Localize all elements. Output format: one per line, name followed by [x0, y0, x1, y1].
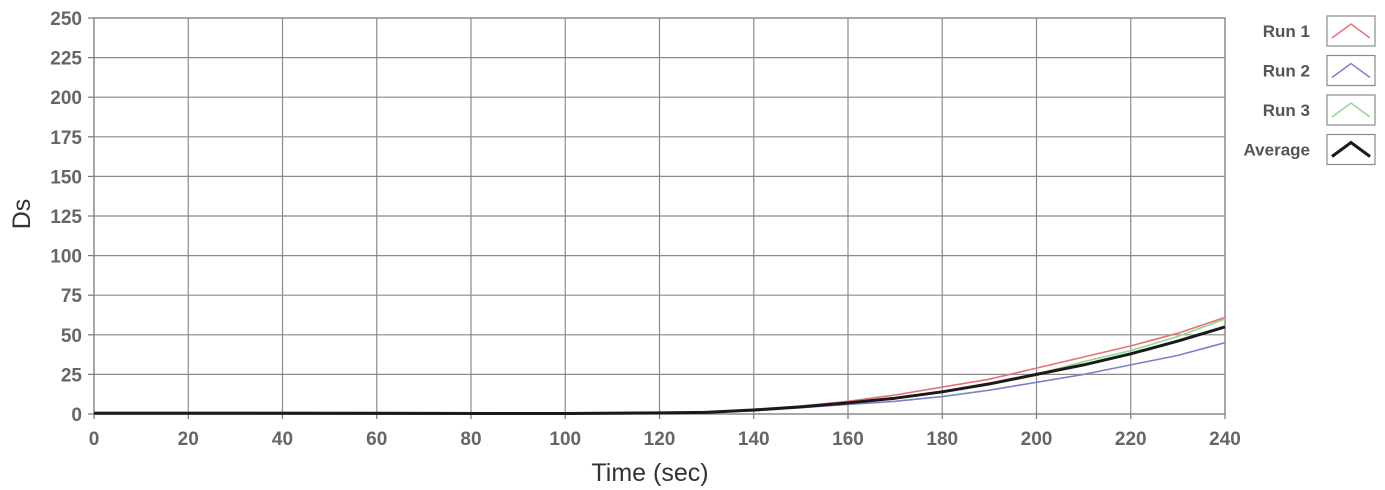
- y-tick-label: 50: [61, 326, 82, 347]
- x-axis-ticks: 0 20 40 60 80 100 120 140 160 180 200 220 240: [89, 414, 1241, 450]
- x-tick-label: 220: [1115, 429, 1147, 450]
- x-tick-label: 240: [1209, 429, 1241, 450]
- series-layer: [93, 316, 1226, 415]
- y-tick-label: 0: [71, 405, 82, 426]
- legend-label-average: Average: [1244, 141, 1310, 160]
- x-tick-label: 200: [1021, 429, 1053, 450]
- y-tick-label: 200: [50, 88, 82, 109]
- y-tick-label: 100: [50, 247, 82, 268]
- y-tick-label: 125: [50, 207, 82, 228]
- legend-swatch-run-3: [1331, 102, 1371, 118]
- y-tick-label: 75: [61, 286, 83, 307]
- x-tick-label: 180: [926, 429, 958, 450]
- x-tick-label: 100: [549, 429, 581, 450]
- x-tick-label: 0: [89, 429, 100, 450]
- x-tick-label: 120: [644, 429, 676, 450]
- legend-swatch-run-1: [1331, 23, 1371, 39]
- y-axis-ticks: 0 25 50 75 100 125 150 175 200 225 250: [50, 9, 94, 426]
- x-tick-label: 160: [832, 429, 864, 450]
- grid-lines: [94, 18, 1225, 414]
- series-line-average: [93, 325, 1226, 415]
- legend: Run 1 Run 2 Run 3 Average: [1244, 15, 1376, 166]
- legend-swatch-box: [1326, 15, 1376, 47]
- legend-label-run-3: Run 3: [1263, 101, 1310, 120]
- legend-swatch-average: [1331, 140, 1371, 158]
- y-tick-label: 25: [61, 365, 83, 386]
- legend-swatch-box: [1326, 94, 1376, 126]
- x-tick-label: 40: [272, 429, 293, 450]
- legend-label-run-1: Run 1: [1263, 22, 1310, 41]
- x-tick-label: 60: [366, 429, 387, 450]
- y-axis-title: Ds: [8, 199, 36, 230]
- legend-label-run-2: Run 2: [1263, 62, 1310, 81]
- legend-swatch-box: [1326, 54, 1376, 87]
- y-tick-label: 175: [50, 128, 82, 149]
- legend-swatch-run-2: [1331, 62, 1371, 79]
- y-tick-label: 250: [50, 9, 82, 30]
- y-tick-label: 150: [50, 167, 82, 188]
- x-tick-label: 140: [738, 429, 770, 450]
- x-tick-label: 20: [178, 429, 199, 450]
- x-axis-title: Time (sec): [591, 459, 708, 487]
- y-tick-label: 225: [50, 49, 82, 70]
- x-tick-label: 80: [460, 429, 481, 450]
- legend-swatch-box: [1326, 133, 1376, 166]
